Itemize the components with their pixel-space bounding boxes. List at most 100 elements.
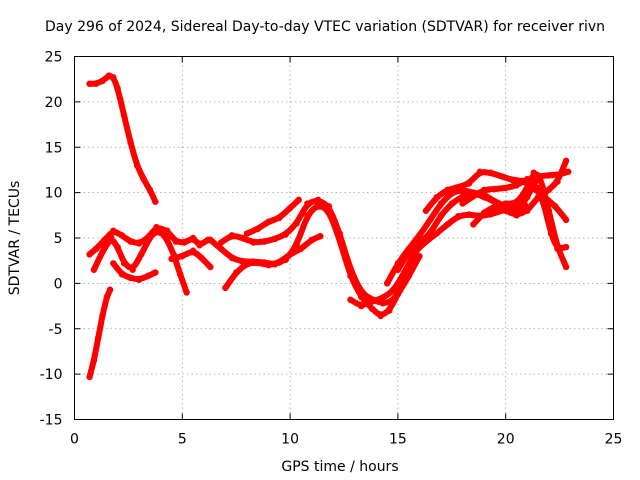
data-point <box>396 287 404 294</box>
data-point <box>168 255 175 263</box>
series-layer <box>86 72 572 381</box>
data-point <box>261 238 268 245</box>
data-point <box>239 234 246 242</box>
data-point <box>379 294 387 302</box>
data-point <box>265 218 272 225</box>
y-tick-label: -15 <box>40 413 63 429</box>
data-point <box>433 193 440 201</box>
data-point <box>228 254 236 262</box>
data-point <box>148 230 156 237</box>
x-axis-title: GPS time / hours <box>281 459 398 475</box>
data-point <box>243 230 251 237</box>
data-point <box>107 234 115 242</box>
data-point <box>416 239 423 246</box>
data-point <box>358 302 365 310</box>
data-point <box>524 207 531 214</box>
data-point <box>118 232 126 239</box>
data-point <box>157 228 164 235</box>
data-point <box>110 227 117 234</box>
data-point <box>530 169 537 176</box>
data-point <box>92 245 100 253</box>
data-point <box>562 216 570 224</box>
data-point <box>86 80 93 87</box>
x-tick-label: 5 <box>178 432 187 448</box>
data-point <box>444 221 451 228</box>
data-point <box>164 227 171 234</box>
x-tick-label: 15 <box>389 432 407 448</box>
x-tick-label: 25 <box>605 432 623 448</box>
data-point <box>140 175 147 183</box>
data-point <box>293 220 300 227</box>
data-point <box>534 173 542 180</box>
data-point <box>388 298 395 305</box>
data-point <box>135 276 143 283</box>
data-point <box>135 240 143 247</box>
data-point <box>254 259 261 266</box>
y-tick-label: 15 <box>45 140 63 156</box>
data-point <box>513 200 520 207</box>
chart-title: Day 296 of 2024, Sidereal Day-to-day VTE… <box>45 19 605 35</box>
data-point <box>347 266 354 273</box>
data-point <box>377 312 384 320</box>
data-point <box>172 238 180 245</box>
data-point <box>95 334 102 342</box>
data-point <box>565 168 572 175</box>
data-point <box>179 252 186 260</box>
data-point <box>427 230 434 237</box>
data-point <box>444 186 451 194</box>
data-point <box>207 236 214 244</box>
data-point <box>114 243 121 251</box>
data-point <box>502 200 509 207</box>
data-point <box>295 196 302 204</box>
data-point <box>153 223 160 231</box>
data-point <box>513 182 520 189</box>
data-point <box>383 280 391 287</box>
data-point <box>282 231 289 238</box>
data-point <box>189 234 197 242</box>
data-point <box>250 239 257 246</box>
y-axis-title: SDTVAR / TECUs <box>7 181 23 296</box>
data-point <box>271 235 279 243</box>
data-point <box>304 212 311 219</box>
data-point <box>90 357 98 364</box>
data-point <box>144 272 152 280</box>
data-point <box>459 200 466 207</box>
data-point <box>228 232 236 239</box>
data-point <box>502 184 509 192</box>
data-point <box>265 262 272 269</box>
data-point <box>317 232 324 240</box>
data-point <box>390 287 397 294</box>
data-point <box>314 196 322 204</box>
y-tick-label: 25 <box>45 50 63 66</box>
data-point <box>554 243 561 251</box>
data-point <box>304 200 311 207</box>
data-point <box>437 200 445 207</box>
data-point <box>189 247 197 254</box>
data-point <box>491 203 499 210</box>
data-point <box>92 80 100 87</box>
data-point <box>487 169 494 176</box>
y-tick-label: 5 <box>54 231 63 247</box>
data-point <box>465 180 473 187</box>
data-point <box>198 254 205 262</box>
data-point <box>459 193 466 200</box>
data-point <box>513 209 520 216</box>
data-point <box>233 269 240 276</box>
data-point <box>222 284 229 292</box>
data-point <box>99 311 106 319</box>
data-point <box>545 186 553 194</box>
data-point <box>276 214 283 222</box>
data-point <box>110 260 117 267</box>
data-point <box>254 225 261 233</box>
data-point <box>545 172 553 179</box>
data-point <box>562 157 570 165</box>
data-point <box>286 204 294 212</box>
data-point <box>152 198 159 205</box>
data-point <box>416 252 423 260</box>
y-tick-label: -5 <box>49 322 63 338</box>
data-point <box>127 139 134 146</box>
data-point <box>562 243 570 251</box>
data-point <box>433 230 440 237</box>
